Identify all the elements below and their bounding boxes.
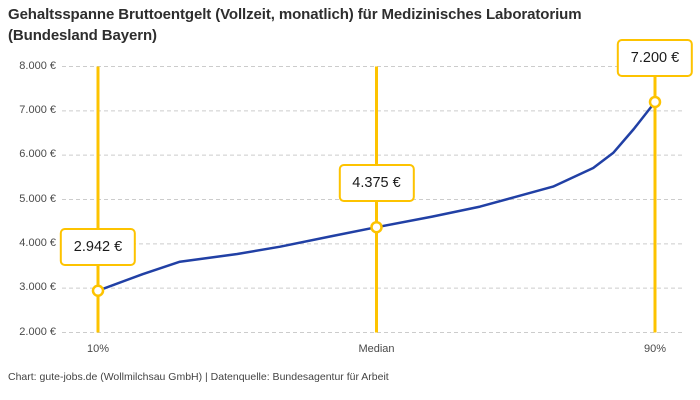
y-axis-label: 5.000 € xyxy=(19,192,56,205)
x-tick-label: Median xyxy=(358,343,395,355)
x-tick-label: 90% xyxy=(643,343,667,355)
value-label: 7.200 € xyxy=(616,38,694,77)
y-axis-label: 4.000 € xyxy=(19,236,56,249)
y-axis-label: 8.000 € xyxy=(19,59,56,72)
x-tick-label: 10% xyxy=(86,343,110,355)
y-axis-label: 7.000 € xyxy=(19,103,56,116)
value-label: 2.942 € xyxy=(59,227,137,266)
value-label: 4.375 € xyxy=(338,164,415,203)
chart-title: Gehaltsspanne Bruttoentgelt (Vollzeit, m… xyxy=(8,6,582,44)
y-axis-label: 3.000 € xyxy=(19,281,56,294)
y-axis-label: 2.000 € xyxy=(19,325,56,338)
y-axis-label: 6.000 € xyxy=(19,148,56,161)
chart-footer: Chart: gute-jobs.de (Wollmilchsau GmbH) … xyxy=(8,371,389,383)
